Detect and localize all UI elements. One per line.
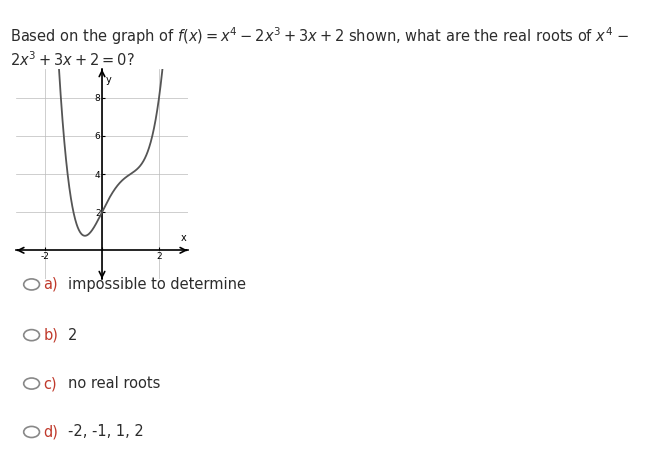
Text: impossible to determine: impossible to determine <box>68 277 246 292</box>
Text: -2, -1, 1, 2: -2, -1, 1, 2 <box>68 425 143 439</box>
Text: d): d) <box>43 425 59 439</box>
Text: x: x <box>180 233 186 242</box>
Text: a): a) <box>43 277 58 292</box>
Text: c): c) <box>43 376 57 391</box>
Text: 2: 2 <box>68 328 77 343</box>
Text: Based on the graph of $f(x) = x^4 - 2x^3 + 3x + 2$ shown, what are the real root: Based on the graph of $f(x) = x^4 - 2x^3… <box>10 25 630 47</box>
Text: $2x^3 + 3x + 2 = 0?$: $2x^3 + 3x + 2 = 0?$ <box>10 51 135 70</box>
Text: y: y <box>105 75 111 85</box>
Text: no real roots: no real roots <box>68 376 160 391</box>
Text: b): b) <box>43 328 59 343</box>
